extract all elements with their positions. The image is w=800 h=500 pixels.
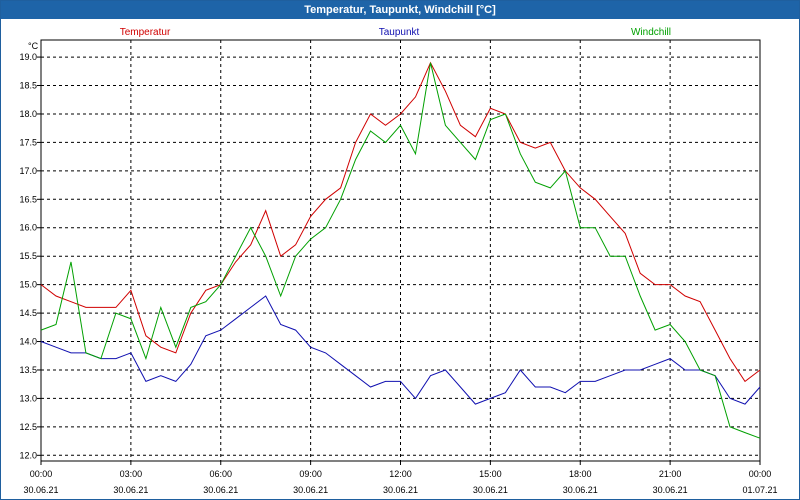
y-tick-label: 18.0: [19, 109, 37, 119]
series-line-taupunkt: [40, 295, 761, 405]
y-tick-label: 13.0: [19, 393, 37, 403]
x-tick-date: 30.06.21: [203, 485, 238, 495]
x-tick-date: 30.06.21: [473, 485, 508, 495]
y-tick-label: 16.5: [19, 194, 37, 204]
y-tick-label: 17.0: [19, 166, 37, 176]
y-axis-ticks: 12.0 12.5 13.0 13.5 14.0 14.5 15.0 15.5 16.0 16.5…: [19, 52, 41, 460]
legend-item-taupunkt: Taupunkt: [379, 27, 420, 38]
y-tick-label: 13.5: [19, 365, 37, 375]
series-line-windchill: [40, 62, 761, 439]
x-tick-date: 01.07.21: [742, 485, 777, 495]
x-tick-time: 21:00: [659, 469, 682, 479]
y-tick-label: 14.0: [19, 337, 37, 347]
x-tick-time: 03:00: [120, 469, 143, 479]
x-tick-date: 30.06.21: [653, 485, 688, 495]
x-tick-time: 12:00: [389, 469, 412, 479]
y-tick-label: 15.5: [19, 251, 37, 261]
y-tick-label: 16.0: [19, 223, 37, 233]
x-axis-ticks: 00:00 30.06.21 03:00 30.06.21 06:00 30.06.21 0…: [23, 461, 778, 495]
x-tick-time: 18:00: [569, 469, 592, 479]
y-axis-unit: °C: [28, 41, 39, 51]
legend: Temperatur Taupunkt Windchill: [120, 27, 671, 38]
y-tick-label: 12.5: [19, 422, 37, 432]
x-tick-date: 30.06.21: [23, 485, 58, 495]
y-tick-label: 19.0: [19, 52, 37, 62]
y-tick-label: 18.5: [19, 81, 37, 91]
y-tick-label: 12.0: [19, 450, 37, 460]
legend-item-temperatur: Temperatur: [120, 27, 171, 38]
y-tick-label: 15.0: [19, 280, 37, 290]
y-tick-label: 14.5: [19, 308, 37, 318]
series-lines: [40, 61, 761, 439]
y-tick-label: 17.5: [19, 137, 37, 147]
chart-title: Temperatur, Taupunkt, Windchill [°C]: [1, 1, 799, 19]
x-tick-time: 06:00: [209, 469, 232, 479]
grid-lines: [40, 40, 761, 461]
x-tick-date: 30.06.21: [383, 485, 418, 495]
series-line-temperatur: [40, 61, 761, 383]
x-tick-time: 15:00: [479, 469, 502, 479]
x-tick-date: 30.06.21: [293, 485, 328, 495]
x-tick-time: 00:00: [30, 469, 53, 479]
x-tick-date: 30.06.21: [563, 485, 598, 495]
legend-item-windchill: Windchill: [631, 27, 671, 38]
x-tick-time: 09:00: [299, 469, 322, 479]
x-tick-date: 30.06.21: [113, 485, 148, 495]
x-tick-time: 00:00: [749, 469, 772, 479]
